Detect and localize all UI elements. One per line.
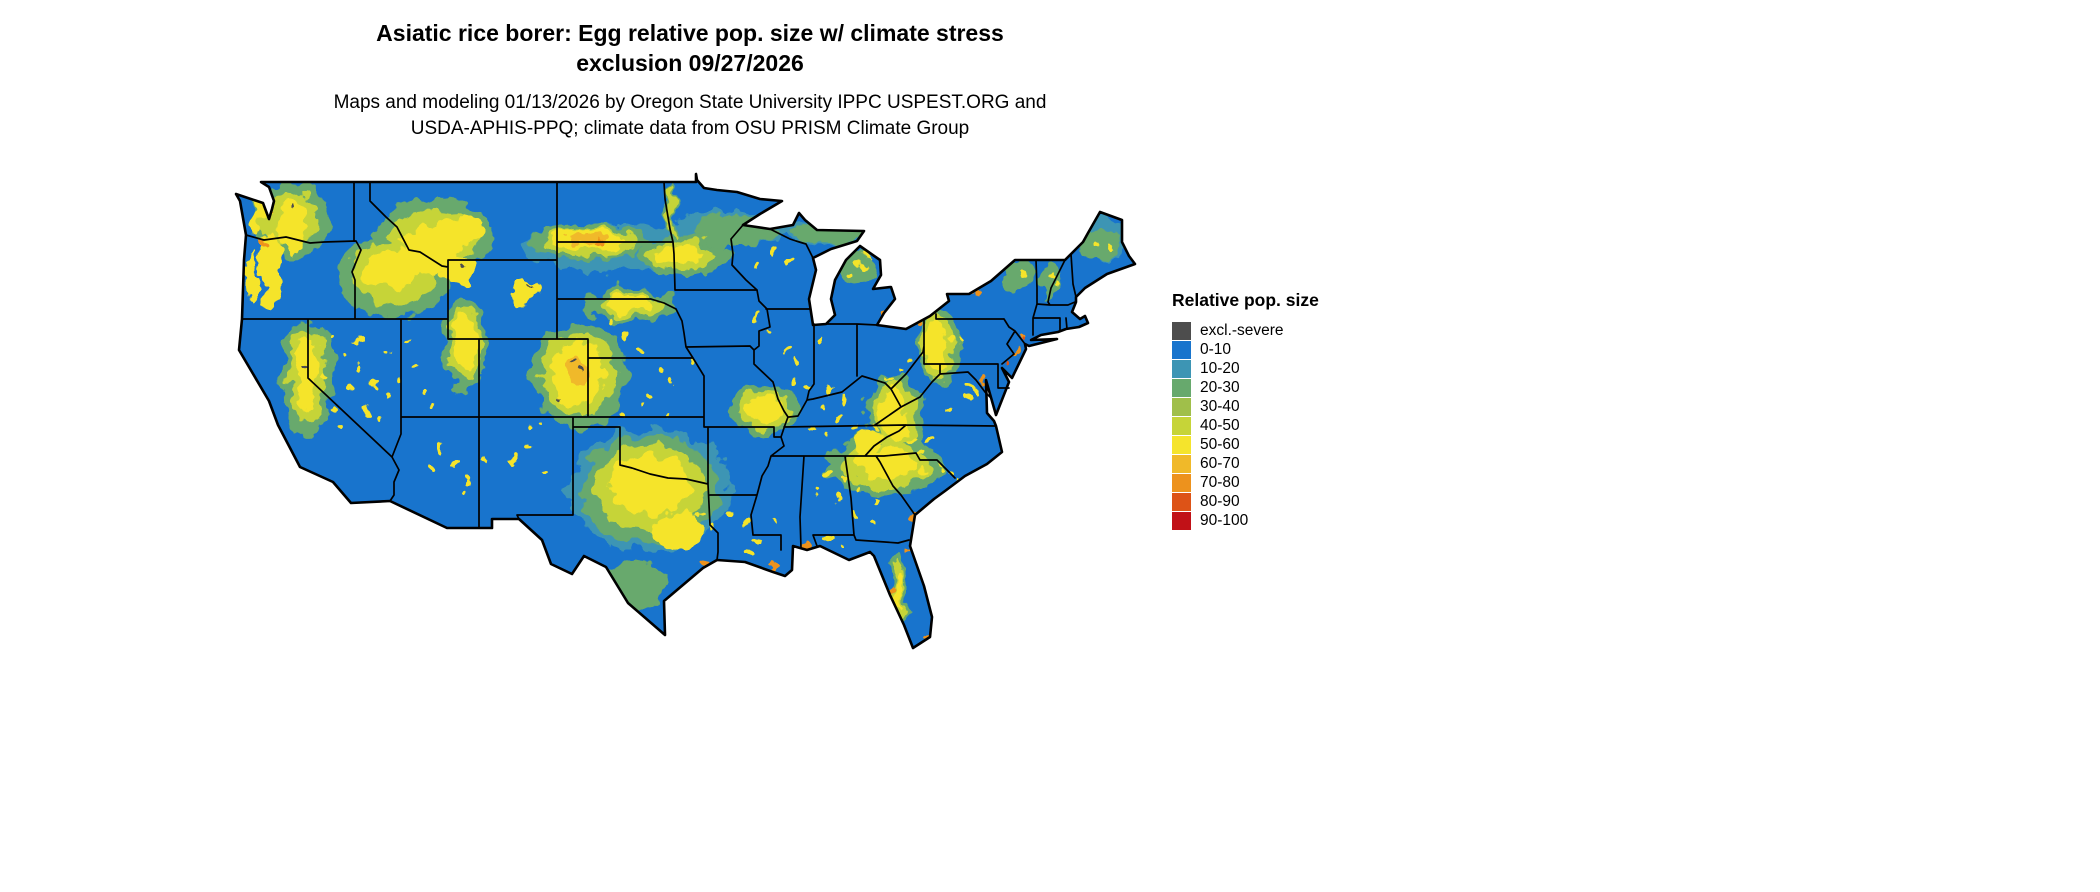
legend-swatch bbox=[1172, 511, 1191, 530]
legend-title: Relative pop. size bbox=[1172, 290, 1319, 310]
legend-item-70-80: 70-80 bbox=[1172, 473, 1319, 492]
legend-label: 50-60 bbox=[1200, 436, 1240, 453]
legend-item-excl.-severe: excl.-severe bbox=[1172, 321, 1319, 340]
legend-swatch bbox=[1172, 378, 1191, 397]
legend-items: excl.-severe 0-10 10-20 20-30 30-40 40-50 50-6… bbox=[1172, 321, 1319, 530]
legend-label: 30-40 bbox=[1200, 398, 1240, 415]
legend-label: 90-100 bbox=[1200, 512, 1249, 529]
legend-item-50-60: 50-60 bbox=[1172, 435, 1319, 454]
legend-label: 10-20 bbox=[1200, 360, 1240, 377]
legend-swatch bbox=[1172, 397, 1191, 416]
subtitle-line-1: Maps and modeling 01/13/2026 by Oregon S… bbox=[333, 92, 1047, 113]
legend-swatch bbox=[1172, 473, 1191, 492]
legend-label: 80-90 bbox=[1200, 493, 1240, 510]
subtitle-line-2: USDA-APHIS-PPQ; climate data from OSU PR… bbox=[410, 118, 970, 139]
population-raster-specks bbox=[322, 237, 1111, 558]
title-line-1: Asiatic rice borer: Egg relative pop. si… bbox=[376, 20, 1004, 46]
legend-swatch bbox=[1172, 321, 1191, 340]
legend-label: 20-30 bbox=[1200, 379, 1240, 396]
state-borders bbox=[242, 181, 1077, 561]
legend-item-0-10: 0-10 bbox=[1172, 340, 1319, 359]
legend-swatch bbox=[1172, 492, 1191, 511]
legend-label: 60-70 bbox=[1200, 455, 1240, 472]
legend-item-90-100: 90-100 bbox=[1172, 511, 1319, 530]
legend-swatch bbox=[1172, 340, 1191, 359]
page-subtitle: Maps and modeling 01/13/2026 by Oregon S… bbox=[0, 90, 1380, 142]
legend-swatch bbox=[1172, 454, 1191, 473]
legend-label: 0-10 bbox=[1200, 341, 1232, 358]
legend-label: 70-80 bbox=[1200, 474, 1240, 491]
legend-label: excl.-severe bbox=[1200, 322, 1284, 339]
legend-swatch bbox=[1172, 359, 1191, 378]
page-title: Asiatic rice borer: Egg relative pop. si… bbox=[0, 18, 1380, 78]
us-map bbox=[234, 172, 1137, 650]
title-line-2: exclusion 09/27/2026 bbox=[576, 50, 804, 76]
map-legend: Relative pop. size excl.-severe 0-10 10-20… bbox=[1172, 290, 1319, 530]
legend-label: 40-50 bbox=[1200, 417, 1240, 434]
legend-item-20-30: 20-30 bbox=[1172, 378, 1319, 397]
legend-item-60-70: 60-70 bbox=[1172, 454, 1319, 473]
legend-item-40-50: 40-50 bbox=[1172, 416, 1319, 435]
legend-swatch bbox=[1172, 435, 1191, 454]
legend-item-30-40: 30-40 bbox=[1172, 397, 1319, 416]
legend-item-80-90: 80-90 bbox=[1172, 492, 1319, 511]
legend-item-10-20: 10-20 bbox=[1172, 359, 1319, 378]
legend-swatch bbox=[1172, 416, 1191, 435]
